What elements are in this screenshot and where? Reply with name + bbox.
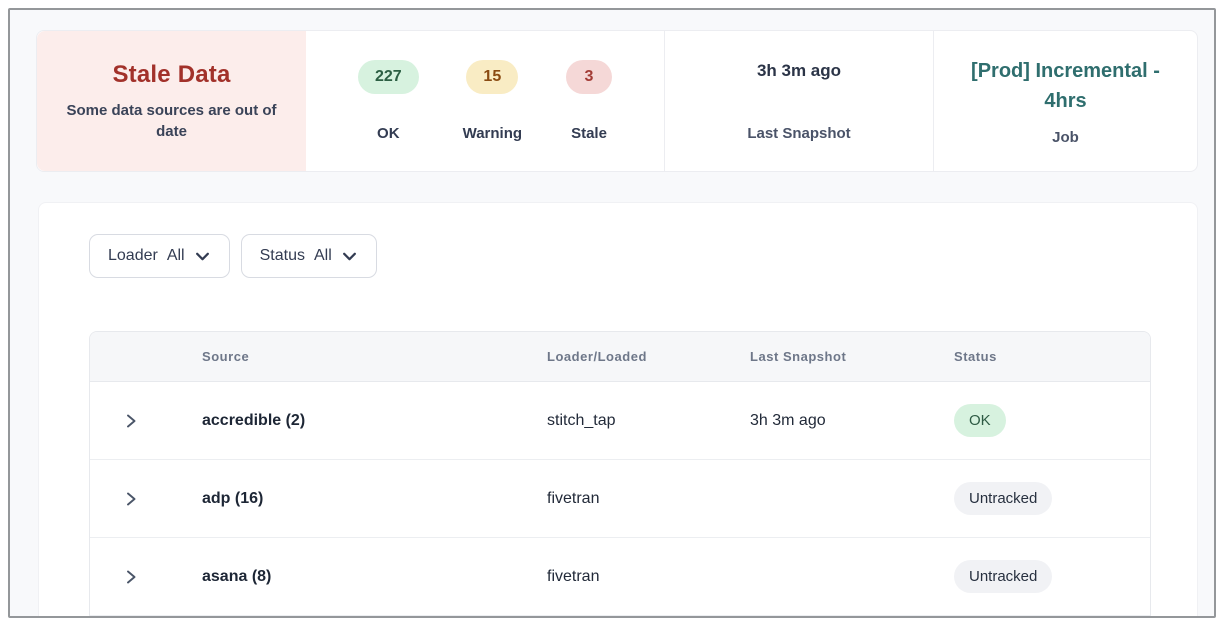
job-link[interactable]: [Prod] Incremental - 4hrs <box>971 60 1160 112</box>
stat-ok: 227 OK <box>357 31 419 171</box>
expand-chevron-icon[interactable] <box>90 569 202 585</box>
stale-label: Stale <box>571 125 607 142</box>
loader-cell: stitch_tap <box>547 411 616 429</box>
divider <box>664 31 665 171</box>
ok-count-badge: 227 <box>357 60 419 94</box>
source-cell: asana (8) <box>202 567 272 585</box>
stale-data-alert: Stale Data Some data sources are out of … <box>37 31 306 171</box>
page-title: Stale Data <box>112 60 231 88</box>
warning-label: Warning <box>462 125 523 142</box>
status-cell: OK <box>954 404 1150 437</box>
stat-stale: 3 Stale <box>566 31 612 171</box>
snapshot-cell: 3h 3m ago <box>750 411 826 429</box>
loader-filter-value: All <box>166 247 185 264</box>
col-source: Source <box>202 349 250 364</box>
job-stat: [Prod] Incremental - 4hrs Job <box>934 31 1197 171</box>
table-row[interactable]: adp (16) fivetran Untracked <box>90 460 1150 538</box>
last-snapshot-label: Last Snapshot <box>747 124 851 142</box>
app-frame: Stale Data Some data sources are out of … <box>8 8 1216 618</box>
table-body: accredible (2) stitch_tap 3h 3m ago OK a… <box>90 382 1150 616</box>
chevron-down-icon <box>341 248 358 265</box>
status-filter-label: Status <box>259 247 305 264</box>
loader-filter-label: Loader <box>108 247 158 264</box>
status-summary-card: Stale Data Some data sources are out of … <box>36 30 1198 172</box>
table-row[interactable]: asana (8) fivetran Untracked <box>90 538 1150 616</box>
page-subtitle: Some data sources are out of date <box>66 101 277 140</box>
loader-filter-dropdown[interactable]: Loader All <box>89 234 230 278</box>
status-badge: OK <box>954 404 1006 437</box>
status-filter-value: All <box>313 247 332 264</box>
stale-count-badge: 3 <box>566 60 612 94</box>
last-snapshot-value: 3h 3m ago <box>756 60 842 80</box>
job-label: Job <box>1052 129 1079 146</box>
status-badge: Untracked <box>954 560 1053 593</box>
stat-warning: 15 Warning <box>463 31 522 171</box>
last-snapshot-stat: 3h 3m ago Last Snapshot <box>665 31 933 171</box>
ok-label: OK <box>377 125 400 142</box>
sources-table: Source Loader/Loaded Last Snapshot Statu… <box>89 331 1151 616</box>
chevron-down-icon <box>194 248 211 265</box>
col-last-snapshot: Last Snapshot <box>750 349 847 364</box>
stats-section: 227 OK 15 Warning 3 Stale <box>306 31 664 171</box>
table-header-row: Source Loader/Loaded Last Snapshot Statu… <box>90 332 1150 382</box>
divider <box>933 31 934 171</box>
col-loader: Loader/Loaded <box>547 349 647 364</box>
source-cell: accredible (2) <box>202 411 306 429</box>
loader-cell: fivetran <box>547 567 600 585</box>
expand-chevron-icon[interactable] <box>90 491 202 507</box>
table-row[interactable]: accredible (2) stitch_tap 3h 3m ago OK <box>90 382 1150 460</box>
source-cell: adp (16) <box>202 489 264 507</box>
expand-chevron-icon[interactable] <box>90 413 202 429</box>
loader-cell: fivetran <box>547 489 600 507</box>
col-status: Status <box>954 349 997 364</box>
status-badge: Untracked <box>954 482 1053 515</box>
sources-panel: Loader All Status All Source Loader/Load… <box>38 202 1198 616</box>
filter-bar: Loader All Status All <box>89 234 377 278</box>
status-filter-dropdown[interactable]: Status All <box>240 234 377 278</box>
status-cell: Untracked <box>954 560 1150 593</box>
warning-count-badge: 15 <box>466 60 519 94</box>
status-cell: Untracked <box>954 482 1150 515</box>
